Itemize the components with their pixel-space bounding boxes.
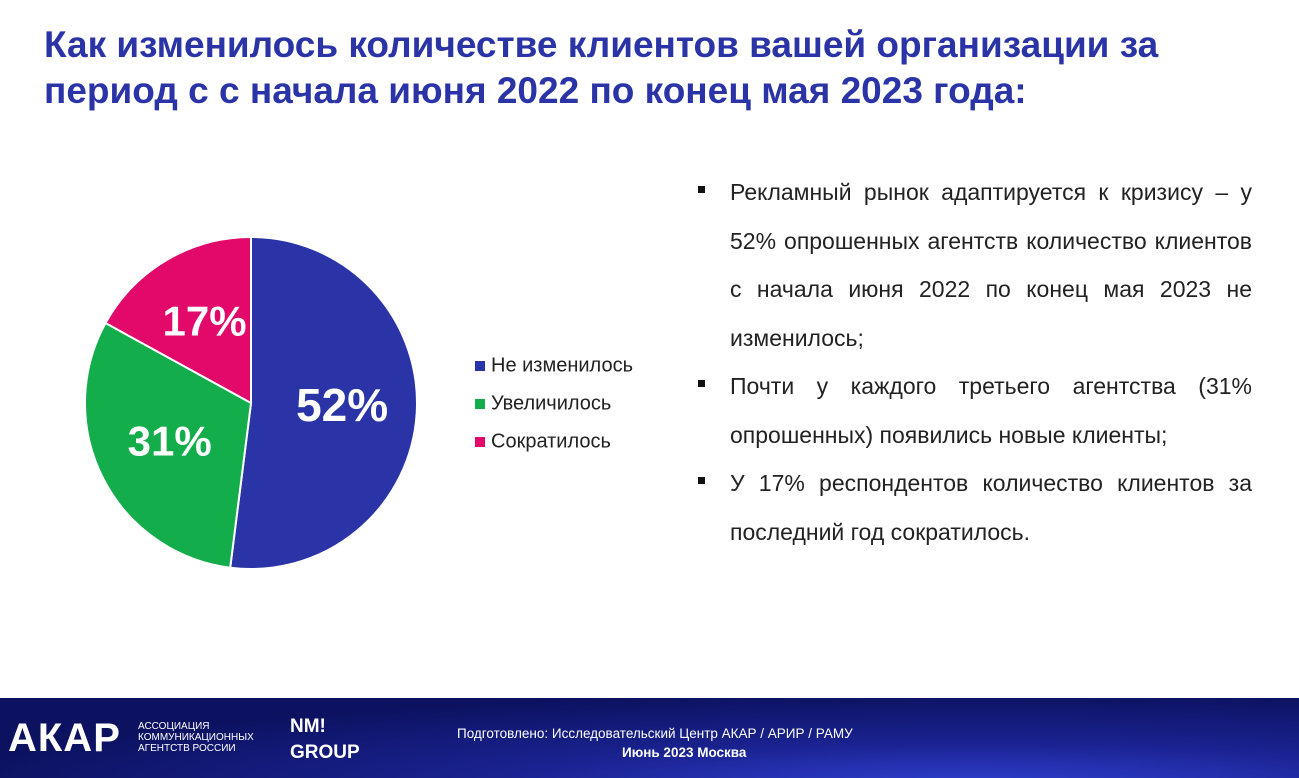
bullet: Рекламный рынок адаптируется к кризису –… (696, 168, 1252, 362)
association-line: КОММУНИКАЦИОННЫХ (138, 732, 254, 743)
legend-marker (475, 399, 485, 409)
value-label: 31% (128, 418, 212, 465)
partner-line: NM! (290, 716, 326, 737)
partner-line: GROUP (290, 742, 360, 763)
partner-logo: NM! GROUP (290, 714, 360, 766)
association-line: АССОЦИАЦИЯ (138, 721, 210, 732)
legend-label: Увеличилось (491, 392, 611, 414)
footer: АКАР АССОЦИАЦИЯ КОММУНИКАЦИОННЫХ АГЕНТСТ… (0, 698, 1299, 778)
chart: 52% Не изменилось 31% Увеличилось 17% Сократи… (84, 235, 633, 570)
title: Как изменилось количестве клиентов вашей… (44, 24, 1159, 111)
legend-label: Не изменилось (491, 354, 633, 376)
legend-label: Сократилось (491, 430, 611, 452)
pie-slice (84, 321, 253, 569)
pie-slice (104, 235, 252, 405)
pie-slice (229, 235, 418, 570)
bullet: У 17% респондентов количество клиентов з… (696, 459, 1252, 556)
value-label: 52% (296, 379, 388, 431)
association: АССОЦИАЦИЯ КОММУНИКАЦИОННЫХ АГЕНТСТВ РОС… (138, 721, 254, 754)
date: Июнь 2023 Москва (622, 745, 747, 760)
bullet: Почти у каждого третьего агентства (31% … (696, 362, 1252, 459)
association-line: АГЕНТСТВ РОССИИ (138, 743, 236, 754)
value-label: 17% (162, 298, 246, 345)
legend-marker (475, 361, 485, 371)
logo: АКАР (8, 716, 121, 760)
prepared-by: Подготовлено: Исследовательский Центр АК… (457, 726, 853, 741)
legend-marker (475, 437, 485, 447)
bullet-list: Рекламный рынок адаптируется к кризису –… (696, 168, 1252, 556)
